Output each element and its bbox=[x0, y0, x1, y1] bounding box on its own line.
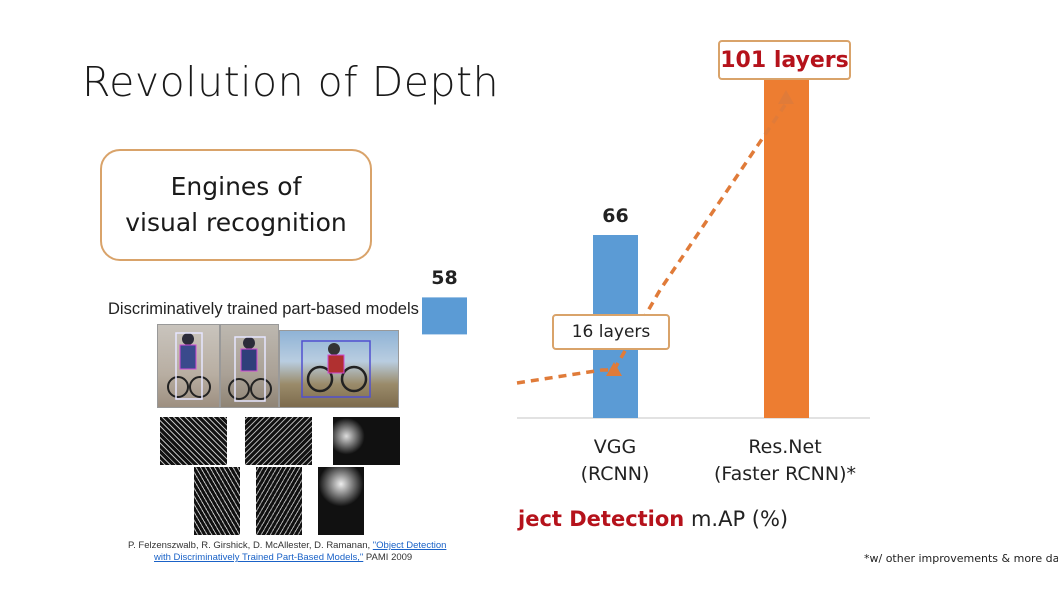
callout-101-number: 101 bbox=[720, 47, 767, 73]
category-vgg-line-1: VGG bbox=[593, 436, 637, 458]
cyclist-photo-3 bbox=[279, 330, 399, 408]
cyclist-figure-3 bbox=[301, 340, 371, 398]
value-label-66: 66 bbox=[602, 205, 629, 227]
category-vgg-line-2: (RCNN) bbox=[580, 463, 650, 485]
citation-link-line-2[interactable]: with Discriminatively Trained Part-Based… bbox=[154, 552, 364, 563]
category-resnet-line-2: (Faster RCNN)* bbox=[714, 463, 856, 485]
citation: P. Felzenszwalb, R. Girshick, D. McAlles… bbox=[128, 540, 446, 564]
citation-venue: PAMI 2009 bbox=[363, 552, 413, 563]
panel-title: Discriminatively trained part-based mode… bbox=[108, 300, 419, 318]
citation-link-line-1[interactable]: "Object Detection bbox=[372, 540, 447, 551]
arrow-101-layers bbox=[778, 90, 794, 104]
hog-parts-1 bbox=[333, 417, 400, 465]
category-resnet-line-1: Res.Net bbox=[748, 436, 822, 458]
x-axis-label: ject Detection m.AP (%) bbox=[518, 507, 788, 531]
x-axis-label-rest: m.AP (%) bbox=[684, 507, 789, 531]
hog-filter-2 bbox=[245, 417, 312, 465]
engines-line-1: Engines of bbox=[170, 172, 302, 201]
hog-filter-3 bbox=[194, 467, 240, 535]
callout-101-suffix: layers bbox=[766, 47, 849, 73]
hog-filter-1 bbox=[160, 417, 227, 465]
value-label-58: 58 bbox=[431, 267, 458, 290]
x-axis-label-bold: ject Detection bbox=[518, 507, 685, 531]
arrow-16-layers bbox=[606, 362, 622, 376]
cyclist-photo-2 bbox=[220, 324, 279, 408]
callout-16-layers: 16 layers bbox=[552, 314, 670, 350]
bar-58 bbox=[422, 297, 467, 335]
hog-filter-4 bbox=[256, 467, 302, 535]
engines-line-2: visual recognition bbox=[125, 208, 347, 237]
slide-title: Revolution of Depth bbox=[82, 58, 500, 106]
category-label-resnet: Res.Net (Faster RCNN)* bbox=[705, 434, 865, 488]
cyclist-figure-1 bbox=[167, 332, 211, 400]
callout-101-layers: 101 layers bbox=[718, 40, 851, 80]
depth-trend-line bbox=[516, 104, 787, 385]
cyclist-figure-2 bbox=[228, 336, 272, 402]
hog-parts-2 bbox=[318, 467, 364, 535]
cyclist-photo-1 bbox=[157, 324, 220, 408]
category-label-vgg: VGG (RCNN) bbox=[560, 434, 670, 488]
citation-authors: P. Felzenszwalb, R. Girshick, D. McAlles… bbox=[128, 540, 373, 551]
bar-86 bbox=[764, 79, 809, 418]
engines-box: Engines of visual recognition bbox=[100, 149, 372, 261]
footnote: *w/ other improvements & more data bbox=[864, 552, 1058, 565]
